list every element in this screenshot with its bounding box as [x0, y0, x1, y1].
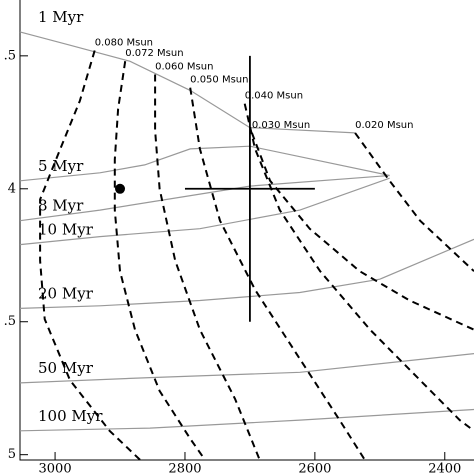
isochrone	[19, 145, 390, 182]
mass-track	[354, 132, 474, 272]
x-tick-label: 2400	[428, 462, 461, 474]
isochrone	[19, 31, 356, 134]
x-tick-label: 3000	[39, 462, 72, 474]
mass-track	[154, 74, 261, 461]
mass-track	[39, 50, 141, 461]
isochrone	[19, 177, 390, 246]
mass-track	[189, 87, 366, 461]
isochrone-label: 8 Myr	[38, 197, 84, 215]
mass-label: 0.050 Msun	[190, 75, 248, 86]
isochrone	[19, 353, 474, 384]
plot-frame	[19, 0, 474, 461]
x-tick-label: 2800	[168, 462, 201, 474]
x-tick-label: 2600	[298, 462, 331, 474]
isochrone-label: 50 Myr	[38, 359, 94, 377]
y-tick-label: 5	[8, 447, 16, 462]
y-tick-label: .5	[4, 48, 16, 63]
isochrone-label: 20 Myr	[38, 284, 94, 302]
mass-label: 0.040 Msun	[245, 91, 303, 102]
y-tick-label: 4	[8, 181, 16, 196]
data-point	[115, 183, 126, 194]
mass-track	[113, 61, 206, 461]
isochrone-label: 100 Myr	[38, 407, 103, 425]
mass-track	[250, 132, 474, 331]
mass-label: 0.072 Msun	[125, 48, 183, 59]
isochrone	[19, 408, 474, 432]
isochrone-label: 10 Myr	[38, 221, 94, 239]
mass-label: 0.030 Msun	[252, 120, 310, 131]
mass-label: 0.080 Msun	[95, 38, 153, 49]
isochrone-label: 5 Myr	[38, 157, 84, 175]
mass-label: 0.020 Msun	[355, 120, 413, 131]
isochrone-label: 1 Myr	[38, 8, 84, 26]
y-tick-label: .5	[4, 314, 16, 329]
isochrone	[19, 174, 390, 222]
mass-label: 0.060 Msun	[155, 61, 213, 72]
